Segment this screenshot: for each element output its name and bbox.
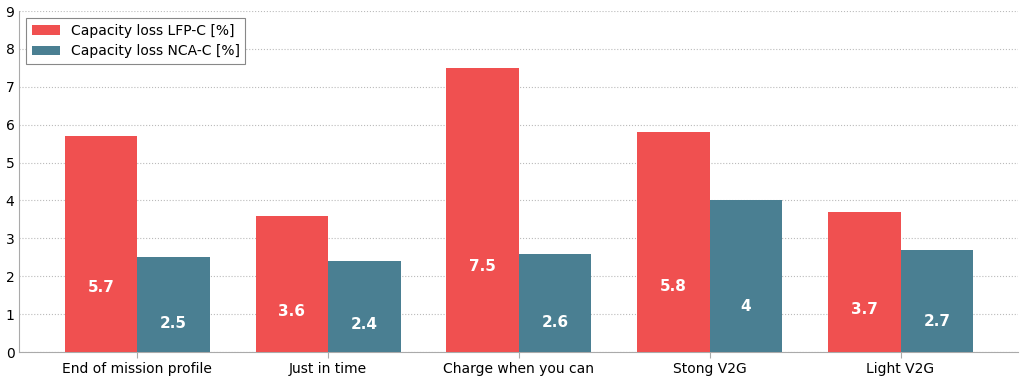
Bar [256,215,328,352]
Text: 5.7: 5.7 [87,280,115,295]
Text: 2.7: 2.7 [924,314,950,329]
Bar [137,257,210,352]
Text: 2.5: 2.5 [160,316,187,331]
Bar [65,136,137,352]
Text: 2.4: 2.4 [351,317,378,332]
Text: 2.6: 2.6 [542,315,568,330]
Bar [828,212,900,352]
Text: 5.8: 5.8 [660,278,687,294]
Bar [900,250,973,352]
Bar [519,254,592,352]
Bar [446,68,519,352]
Text: 4: 4 [740,299,752,314]
Text: 7.5: 7.5 [469,259,496,274]
Bar [328,261,400,352]
Legend: Capacity loss LFP-C [%], Capacity loss NCA-C [%]: Capacity loss LFP-C [%], Capacity loss N… [27,18,245,64]
Text: 3.6: 3.6 [279,304,305,319]
Bar [637,132,710,352]
Bar [710,201,782,352]
Text: 3.7: 3.7 [851,303,878,317]
